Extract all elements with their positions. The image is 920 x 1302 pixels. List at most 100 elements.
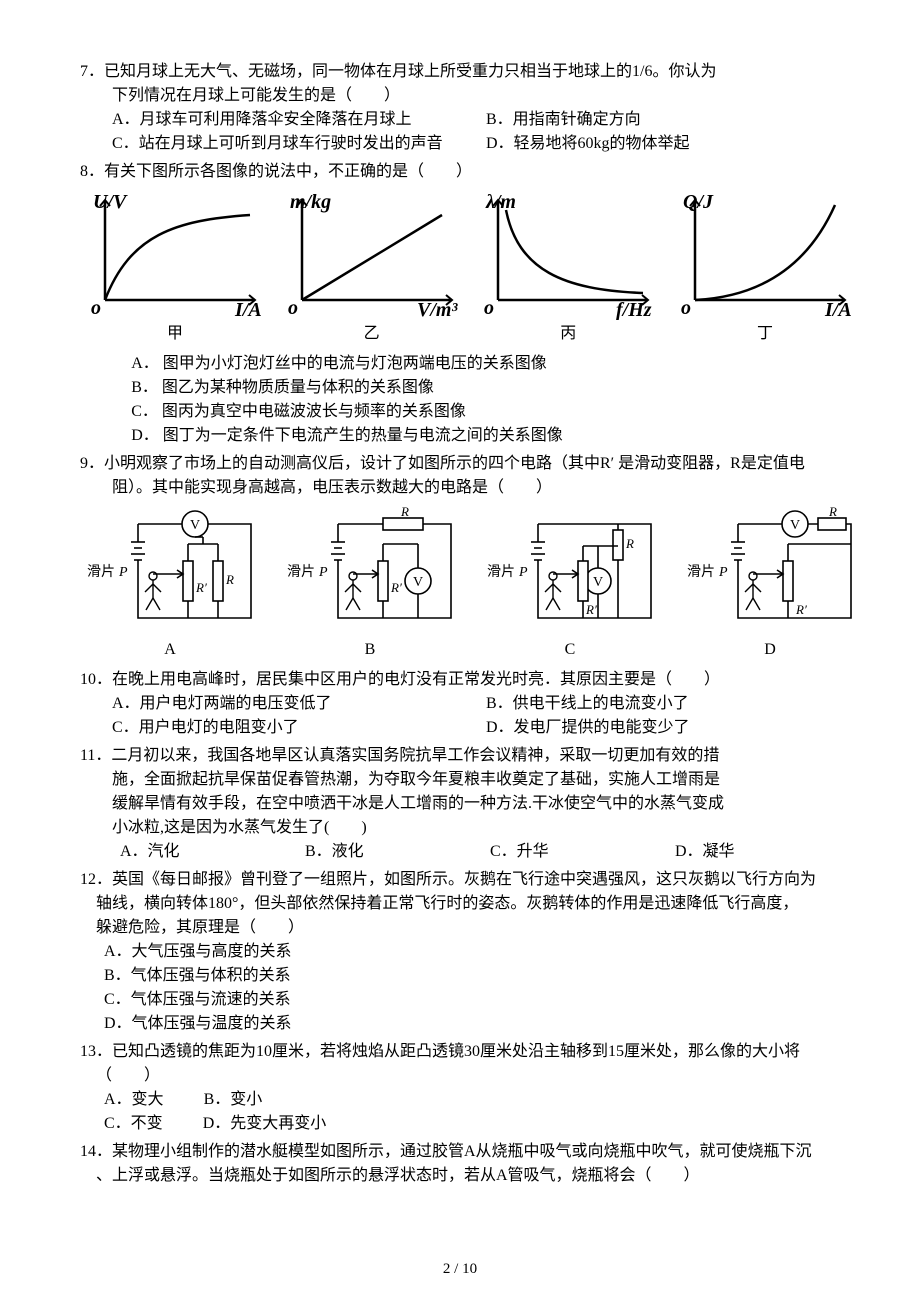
q10-stem: 10．在晚上用电高峰时，居民集中区用户的电灯没有正常发光时亮．其原因主要是（ ） [80, 668, 860, 692]
svg-text:R′: R′ [390, 580, 402, 595]
caption-jia: 甲 [80, 322, 270, 346]
q12: 12．英国《每日邮报》曾刊登了一组照片，如图所示。灰鹅在飞行途中突遇强风，这只灰… [80, 868, 860, 1036]
graph-bing: λ/m f/Hz o [473, 190, 663, 320]
svg-text:R′: R′ [195, 580, 207, 595]
q13-stem-1: 13．已知凸透镜的焦距为10厘米，若将烛焰从距凸透镜30厘米处沿主轴移到15厘米… [80, 1040, 860, 1064]
svg-text:o: o [288, 297, 298, 319]
svg-text:V: V [189, 518, 199, 533]
q8-opt-c: C． 图丙为真空中电磁波波长与频率的关系图像 [80, 400, 860, 424]
q11-stem-1: 11．二月初以来，我国各地旱区认真落实国务院抗旱工作会议精神，采取一切更加有效的… [80, 744, 860, 768]
svg-text:R: R [625, 536, 634, 551]
q13-opt-d: D．先变大再变小 [203, 1115, 327, 1132]
svg-text:f/Hz: f/Hz [616, 299, 652, 320]
q9-stem-1: 9．小明观察了市场上的自动测高仪后，设计了如图所示的四个电路（其中R′ 是滑动变… [80, 452, 860, 476]
caption-yi: 乙 [277, 322, 467, 346]
svg-text:V: V [789, 518, 799, 533]
q7-options: A．月球车可利用降落伞安全降落在月球上 B．用指南针确定方向 C．站在月球上可听… [80, 108, 860, 156]
q7-opt-d: D．轻易地将60kg的物体举起 [486, 132, 860, 156]
q8-stem: 8．有关下图所示各图像的说法中，不正确的是（ ） [80, 160, 860, 184]
q12-opt-c: C．气体压强与流速的关系 [104, 988, 860, 1012]
svg-text:滑片: 滑片 [87, 563, 115, 580]
svg-text:滑片: 滑片 [687, 563, 715, 580]
q10: 10．在晚上用电高峰时，居民集中区用户的电灯没有正常发光时亮．其原因主要是（ ）… [80, 668, 860, 740]
q7-stem-2: 下列情况在月球上可能发生的是（ ） [80, 84, 860, 108]
q11-options: A．汽化 B．液化 C．升华 D．凝华 [80, 840, 860, 864]
q11-opt-a: A．汽化 [120, 840, 305, 864]
q11: 11．二月初以来，我国各地旱区认真落实国务院抗旱工作会议精神，采取一切更加有效的… [80, 744, 860, 864]
q11-stem-3: 缓解旱情有效手段，在空中喷洒干冰是人工增雨的一种方法.干冰使空气中的水蒸气变成 [80, 792, 860, 816]
svg-text:R′: R′ [585, 602, 597, 617]
q10-opt-a: A．用户电灯两端的电压变低了 [112, 692, 486, 716]
q9-captions: A B C D [80, 638, 860, 662]
svg-text:R: R [828, 506, 837, 519]
q11-stem-2: 施，全面掀起抗旱保苗促春管热潮，为夺取今年夏粮丰收奠定了基础，实施人工增雨是 [80, 768, 860, 792]
q12-options: A．大气压强与高度的关系 B．气体压强与体积的关系 C．气体压强与流速的关系 D… [80, 940, 860, 1036]
svg-text:U/V: U/V [93, 191, 128, 213]
q10-options: A．用户电灯两端的电压变低了 B．供电干线上的电流变小了 C．用户电灯的电阻变小… [80, 692, 860, 740]
q12-stem-2: 轴线，横向转体180°，但头部依然保持着正常飞行时的姿态。灰鹅转体的作用是迅速降… [80, 892, 860, 916]
cap-b: B [280, 638, 460, 662]
q10-opt-d: D．发电厂提供的电能变少了 [486, 716, 860, 740]
cap-a: A [80, 638, 260, 662]
q9-circuits: V 滑片P R′ R [80, 506, 860, 636]
svg-text:I/A: I/A [234, 299, 262, 320]
svg-text:o: o [484, 297, 494, 319]
q7: 7．已知月球上无大气、无磁场，同一物体在月球上所受重力只相当于地球上的1/6。你… [80, 60, 860, 156]
q13-opt-a: A．变大 [104, 1091, 164, 1108]
svg-text:λ/m: λ/m [485, 191, 516, 213]
q11-opt-b: B．液化 [305, 840, 490, 864]
q8-opt-b: B． 图乙为某种物质质量与体积的关系图像 [80, 376, 860, 400]
svg-text:P: P [118, 565, 128, 580]
graph-yi: m/kg V/m³ o [277, 190, 467, 320]
svg-text:V/m³: V/m³ [417, 299, 458, 320]
q14-stem-1: 14．某物理小组制作的潜水艇模型如图所示，通过胶管A从烧瓶中吸气或向烧瓶中吹气，… [80, 1140, 860, 1164]
q12-opt-d: D．气体压强与温度的关系 [104, 1012, 860, 1036]
caption-bing: 丙 [473, 322, 663, 346]
q14: 14．某物理小组制作的潜水艇模型如图所示，通过胶管A从烧瓶中吸气或向烧瓶中吹气，… [80, 1140, 860, 1188]
svg-text:I/A: I/A [824, 299, 852, 320]
q7-opt-a: A．月球车可利用降落伞安全降落在月球上 [112, 108, 486, 132]
q8-graphs: U/V I/A o m/kg V/m³ o [80, 190, 860, 320]
q7-opt-c: C．站在月球上可听到月球车行驶时发出的声音 [112, 132, 486, 156]
q13-opt-c: C．不变 [104, 1115, 163, 1132]
q10-opt-b: B．供电干线上的电流变小了 [486, 692, 860, 716]
q13: 13．已知凸透镜的焦距为10厘米，若将烛焰从距凸透镜30厘米处沿主轴移到15厘米… [80, 1040, 860, 1136]
q8-captions: 甲 乙 丙 丁 [80, 322, 860, 346]
cap-d: D [680, 638, 860, 662]
page-root: { "colors": { "text": "#000000", "bg": "… [0, 0, 920, 1302]
cap-c: C [480, 638, 660, 662]
circuit-a: V 滑片P R′ R [80, 506, 260, 636]
q7-opt-b: B．用指南针确定方向 [486, 108, 860, 132]
svg-text:滑片: 滑片 [487, 563, 515, 580]
svg-text:o: o [681, 297, 691, 319]
svg-text:R: R [225, 572, 234, 587]
q12-stem-1: 12．英国《每日邮报》曾刊登了一组照片，如图所示。灰鹅在飞行途中突遇强风，这只灰… [80, 868, 860, 892]
q12-opt-a: A．大气压强与高度的关系 [104, 940, 860, 964]
svg-text:R: R [400, 506, 409, 519]
q8: 8．有关下图所示各图像的说法中，不正确的是（ ） U/V I/A o [80, 160, 860, 448]
q13-stem-2: （ ） [80, 1064, 860, 1088]
q9-stem-2: 阻）。其中能实现身高越高，电压表示数越大的电路是（ ） [80, 476, 860, 500]
q7-stem-1: 7．已知月球上无大气、无磁场，同一物体在月球上所受重力只相当于地球上的1/6。你… [80, 60, 860, 84]
svg-text:o: o [91, 297, 101, 319]
q11-opt-c: C．升华 [490, 840, 675, 864]
q14-stem-2: 、上浮或悬浮。当烧瓶处于如图所示的悬浮状态时，若从A管吸气，烧瓶将会（ ） [80, 1164, 860, 1188]
svg-text:R′: R′ [795, 602, 807, 617]
svg-text:m/kg: m/kg [290, 191, 331, 213]
q12-opt-b: B．气体压强与体积的关系 [104, 964, 860, 988]
svg-text:V: V [592, 575, 602, 590]
graph-jia: U/V I/A o [80, 190, 270, 320]
page-footer: 2 / 10 [0, 1258, 920, 1281]
svg-text:P: P [318, 565, 328, 580]
q8-opt-d: D． 图丁为一定条件下电流产生的热量与电流之间的关系图像 [80, 424, 860, 448]
svg-text:P: P [518, 565, 528, 580]
svg-text:V: V [412, 575, 422, 590]
graph-ding: Q/J I/A o [670, 190, 860, 320]
circuit-d: V 滑片P R′ R [680, 506, 860, 636]
q8-opt-a: A． 图甲为小灯泡灯丝中的电流与灯泡两端电压的关系图像 [80, 352, 860, 376]
q13-opt-b: B．变小 [204, 1091, 263, 1108]
q10-opt-c: C．用户电灯的电阻变小了 [112, 716, 486, 740]
circuit-c: V 滑片P R′ R [480, 506, 660, 636]
q11-stem-4: 小冰粒,这是因为水蒸气发生了( ) [80, 816, 860, 840]
caption-ding: 丁 [670, 322, 860, 346]
